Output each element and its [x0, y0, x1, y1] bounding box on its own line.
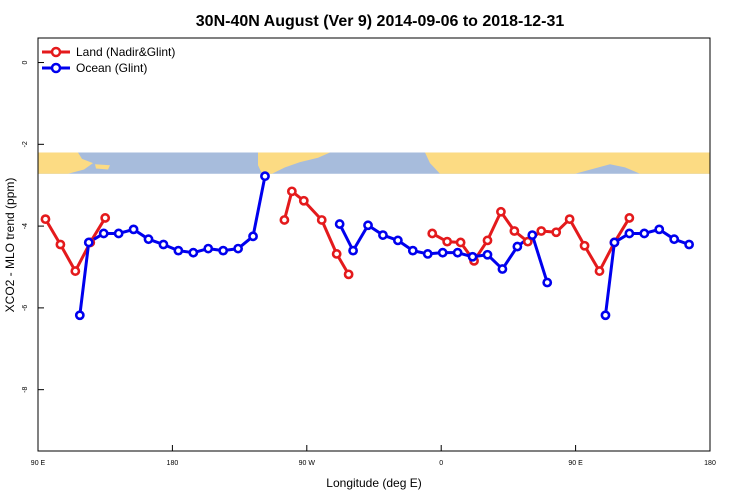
point-land: [298, 195, 309, 206]
point-ocean: [422, 249, 433, 259]
point-land: [594, 266, 605, 276]
point-land: [551, 227, 562, 238]
x-tick-label: 0: [439, 460, 443, 467]
plot-frame: [37, 37, 711, 452]
point-land: [455, 237, 466, 248]
map-land-0: [38, 152, 93, 174]
map-land-1: [258, 152, 330, 174]
point-ocean: [497, 264, 508, 274]
point-land: [522, 236, 533, 247]
point-ocean: [482, 249, 493, 260]
point-ocean: [669, 234, 680, 245]
x-tick-label: 90 E: [31, 460, 46, 467]
point-ocean: [143, 234, 154, 245]
point-ocean: [128, 224, 139, 235]
point-ocean: [542, 277, 553, 288]
x-tick-label: 180: [704, 460, 716, 467]
point-ocean: [527, 230, 538, 240]
x-tick-label: 180: [167, 460, 179, 467]
legend-label-ocean: Ocean (Glint): [76, 61, 147, 75]
point-ocean: [334, 219, 345, 229]
point-land: [343, 269, 354, 280]
point-land: [536, 226, 547, 236]
map-land-4: [95, 164, 110, 170]
point-ocean: [248, 231, 258, 242]
point-ocean: [363, 220, 373, 231]
point-ocean: [173, 245, 184, 256]
point-land: [579, 240, 590, 251]
point-ocean: [512, 241, 523, 252]
world-map-strip: [38, 152, 710, 174]
point-ocean: [348, 245, 358, 256]
point-land: [70, 266, 81, 276]
point-land: [624, 213, 635, 223]
map-land-3: [503, 156, 520, 163]
y-tick-label: -4: [22, 223, 29, 229]
y-tick-label: -2: [22, 141, 29, 147]
point-land: [442, 236, 453, 247]
y-tick-label: -6: [22, 305, 29, 311]
y-axis: 0 -2 -4 -6 -8: [22, 60, 44, 393]
x-tick-label: 90 W: [299, 460, 316, 467]
point-ocean: [407, 245, 418, 256]
point-ocean: [260, 171, 270, 182]
point-land: [427, 228, 438, 239]
point-ocean: [392, 235, 403, 246]
x-tick-label: 90 E: [568, 460, 583, 467]
point-ocean: [452, 247, 463, 258]
series-layer: [40, 171, 694, 321]
x-axis: 90 E 180 90 W 0 90 E 180: [31, 445, 716, 467]
point-ocean: [203, 243, 214, 254]
x-axis-label: Longitude (deg E): [326, 476, 421, 490]
point-ocean: [600, 310, 611, 321]
point-land: [509, 226, 520, 236]
y-tick-label: -8: [22, 386, 29, 392]
point-ocean: [684, 239, 694, 250]
point-ocean: [378, 230, 388, 240]
legend-marker-ocean: [50, 62, 62, 74]
legend-label-land: Land (Nadir&Glint): [76, 45, 175, 59]
point-land: [331, 249, 342, 259]
point-ocean: [467, 251, 478, 262]
point-ocean: [624, 228, 635, 239]
point-land: [316, 215, 327, 225]
point-land: [55, 239, 66, 250]
map-land-2: [425, 152, 710, 174]
point-ocean: [639, 228, 650, 239]
point-ocean: [654, 224, 665, 235]
point-ocean: [188, 247, 199, 258]
y-axis-label: XCO2 - MLO trend (ppm): [3, 178, 17, 313]
point-land: [40, 214, 51, 225]
chart-title: 30N-40N August (Ver 9) 2014-09-06 to 201…: [196, 13, 565, 30]
y-tick-label: 0: [22, 60, 29, 64]
point-ocean: [158, 239, 169, 250]
point-ocean: [218, 245, 229, 256]
point-ocean: [437, 247, 448, 258]
point-land: [496, 206, 506, 217]
point-ocean: [113, 228, 124, 239]
point-ocean: [74, 310, 85, 321]
point-land: [564, 214, 575, 225]
point-land: [279, 215, 290, 225]
legend: Land (Nadir&Glint) Ocean (Glint): [42, 45, 175, 75]
point-ocean: [609, 237, 620, 248]
legend-marker-land: [50, 46, 62, 58]
point-ocean: [233, 243, 244, 254]
point-land: [482, 235, 493, 246]
point-land: [100, 213, 111, 223]
point-ocean: [83, 237, 94, 248]
point-land: [286, 186, 297, 197]
point-ocean: [98, 228, 109, 239]
